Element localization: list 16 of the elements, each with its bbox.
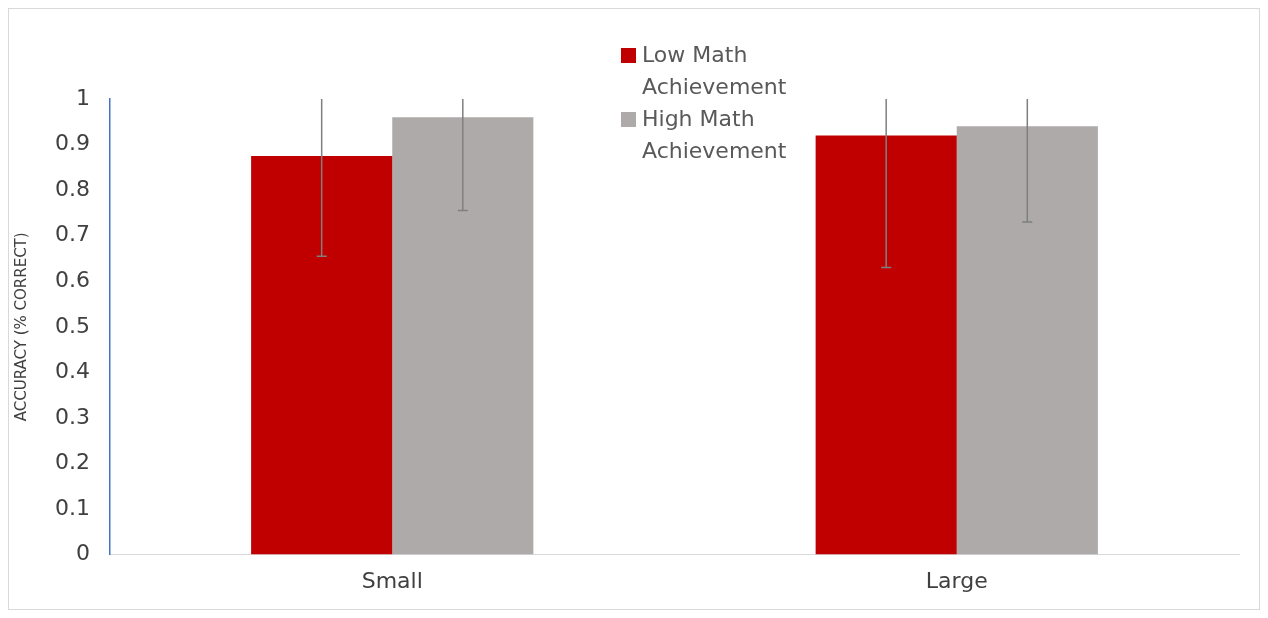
x-tick-label: Large [925, 567, 988, 593]
y-tick-label: 0.6 [54, 266, 90, 292]
y-tick-label: 0 [75, 540, 90, 566]
y-tick-label: 0.2 [54, 449, 90, 475]
y-tick-label: 1 [75, 84, 90, 110]
y-tick-label: 0.5 [54, 312, 90, 338]
y-tick-label: 0.1 [54, 494, 90, 520]
y-tick-label: 0.4 [54, 358, 90, 384]
legend-label: Low Math Achievement [642, 41, 788, 101]
x-tick-label: Small [361, 567, 423, 593]
y-tick-label: 0.3 [54, 403, 90, 429]
y-tick-label: 0.8 [54, 175, 90, 201]
legend-label: High Math Achievement [642, 105, 788, 165]
y-tick-label: 0.7 [54, 221, 90, 247]
y-axis-title: ACCURACY (% CORRECT) [11, 232, 30, 422]
y-tick-label: 0.9 [54, 130, 90, 156]
